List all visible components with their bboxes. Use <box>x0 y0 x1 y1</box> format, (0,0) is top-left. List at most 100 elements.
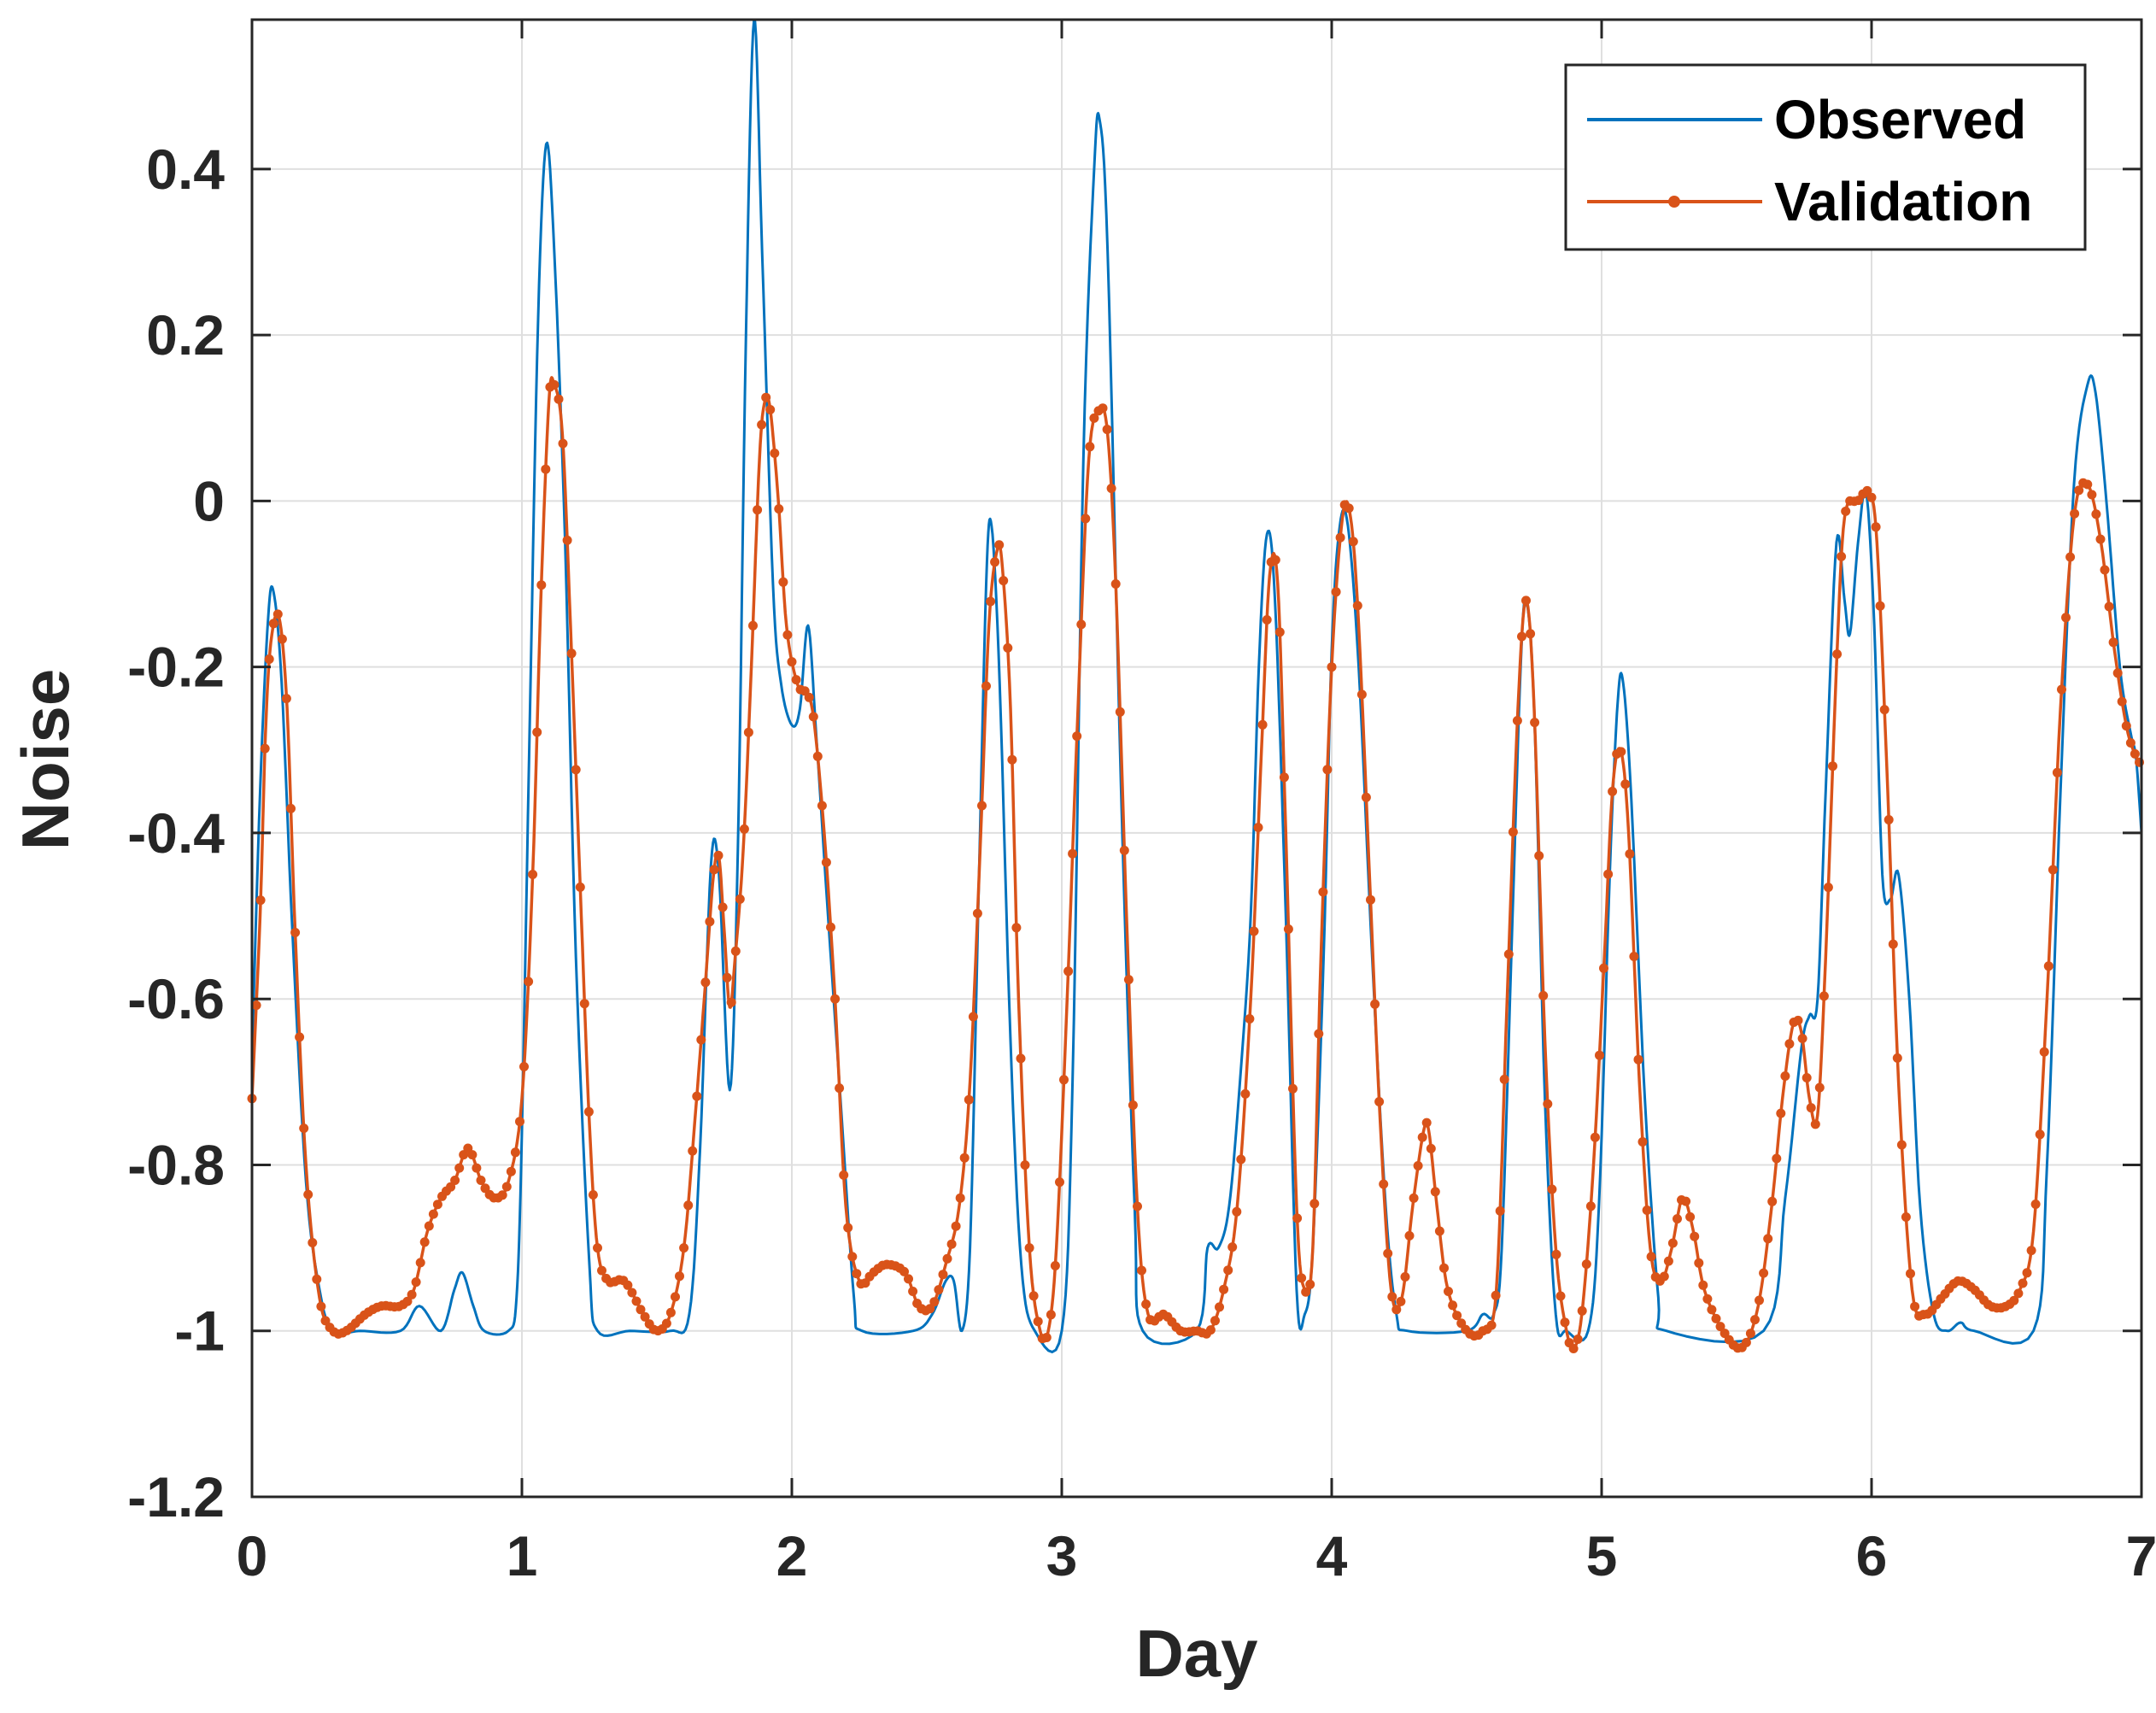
validation-data-point <box>852 1269 862 1279</box>
validation-data-point <box>964 1094 974 1105</box>
validation-data-point <box>1530 718 1540 728</box>
validation-data-point <box>1297 1273 1307 1283</box>
validation-data-point <box>1240 1088 1251 1099</box>
validation-data-point <box>665 1307 676 1317</box>
validation-data-point <box>1608 786 1618 796</box>
validation-data-point <box>2035 1129 2045 1140</box>
validation-data-point <box>562 535 572 545</box>
validation-data-point <box>934 1285 944 1295</box>
validation-data-point <box>597 1265 606 1276</box>
validation-data-point <box>1837 551 1847 561</box>
validation-data-point <box>1072 731 1082 742</box>
validation-data-point <box>1123 975 1134 985</box>
validation-data-point <box>2100 565 2110 575</box>
validation-data-point <box>1616 747 1626 757</box>
validation-data-point <box>1448 1300 1458 1311</box>
validation-data-point <box>1223 1265 1233 1276</box>
validation-data-point <box>1888 939 1898 949</box>
validation-data-point <box>1400 1272 1410 1282</box>
validation-data-point <box>1629 952 1639 961</box>
validation-data-point <box>415 1258 425 1268</box>
validation-data-point <box>1404 1230 1415 1241</box>
validation-data-point <box>2009 1295 2019 1305</box>
validation-data-point <box>1292 1213 1303 1223</box>
validation-data-point <box>506 1166 516 1176</box>
validation-data-point <box>1396 1296 1406 1306</box>
validation-data-point <box>1512 716 1522 725</box>
validation-data-point <box>1387 1292 1397 1302</box>
validation-data-point <box>251 1000 261 1011</box>
validation-data-point <box>1767 1196 1778 1206</box>
validation-data-point <box>299 1123 309 1134</box>
validation-data-point <box>1085 442 1095 452</box>
validation-data-point <box>424 1221 434 1231</box>
validation-data-point <box>1508 827 1518 837</box>
validation-data-point <box>1007 754 1017 765</box>
validation-data-point <box>1495 1206 1505 1216</box>
validation-data-point <box>290 928 301 937</box>
validation-data-point <box>977 801 987 811</box>
validation-data-point <box>575 882 585 892</box>
validation-data-point <box>593 1243 602 1253</box>
validation-data-point <box>1896 1140 1907 1150</box>
validation-data-point <box>308 1238 318 1247</box>
validation-data-point <box>515 1117 524 1127</box>
validation-data-point <box>683 1200 694 1211</box>
validation-data-point <box>623 1280 633 1290</box>
validation-data-point <box>675 1271 684 1282</box>
validation-data-point <box>999 576 1009 586</box>
validation-data-point <box>1011 923 1022 933</box>
validation-data-point <box>1253 823 1263 832</box>
validation-data-point <box>1625 849 1635 859</box>
validation-data-point <box>2048 865 2058 875</box>
validation-data-point <box>1871 522 1881 532</box>
validation-data-point <box>1288 1083 1298 1094</box>
validation-data-point <box>1098 403 1108 414</box>
validation-data-point <box>951 1221 961 1231</box>
validation-data-point <box>1119 845 1129 855</box>
validation-data-point <box>588 1190 598 1200</box>
validation-data-point <box>753 505 763 515</box>
validation-data-point <box>1003 642 1013 653</box>
validation-data-point <box>1892 1053 1902 1063</box>
validation-data-point <box>1270 554 1280 565</box>
validation-data-point <box>2130 748 2140 759</box>
validation-data-point <box>981 681 991 691</box>
validation-data-point <box>1379 1179 1389 1189</box>
validation-data-point <box>696 1035 706 1045</box>
y-tick-label: -0.2 <box>127 636 225 699</box>
validation-data-point <box>1862 485 1872 496</box>
validation-data-point <box>255 895 266 906</box>
validation-data-point <box>1581 1259 1591 1270</box>
validation-data-point <box>1491 1290 1501 1300</box>
legend-box <box>1564 63 2087 251</box>
y-tick-label: -1.2 <box>127 1465 225 1528</box>
validation-data-point <box>1141 1299 1151 1309</box>
validation-data-point <box>1560 1317 1570 1328</box>
validation-data-point <box>835 1083 845 1094</box>
validation-data-point <box>955 1193 965 1203</box>
validation-data-point <box>1547 1184 1557 1194</box>
validation-data-point <box>2121 721 2131 731</box>
series-layer <box>247 18 2144 1353</box>
validation-data-point <box>1690 1231 1700 1241</box>
validation-data-point <box>908 1287 918 1296</box>
validation-data-point <box>1866 492 1877 502</box>
validation-data-point <box>272 609 283 619</box>
validation-data-point <box>2125 738 2135 748</box>
validation-data-point <box>497 1190 507 1200</box>
x-tick-label: 6 <box>1856 1524 1888 1587</box>
x-tick-label: 2 <box>776 1524 808 1587</box>
validation-data-point <box>692 1091 702 1101</box>
validation-data-point <box>1257 719 1268 730</box>
validation-data-point <box>1301 1287 1311 1297</box>
validation-data-point <box>2091 509 2101 519</box>
validation-data-point <box>812 751 823 761</box>
validation-data-point <box>1797 1034 1807 1043</box>
validation-data-point <box>558 438 568 449</box>
validation-data-point <box>1309 1199 1320 1209</box>
validation-data-point <box>929 1297 940 1307</box>
validation-data-point <box>1573 1335 1583 1344</box>
validation-data-point <box>1068 848 1078 859</box>
